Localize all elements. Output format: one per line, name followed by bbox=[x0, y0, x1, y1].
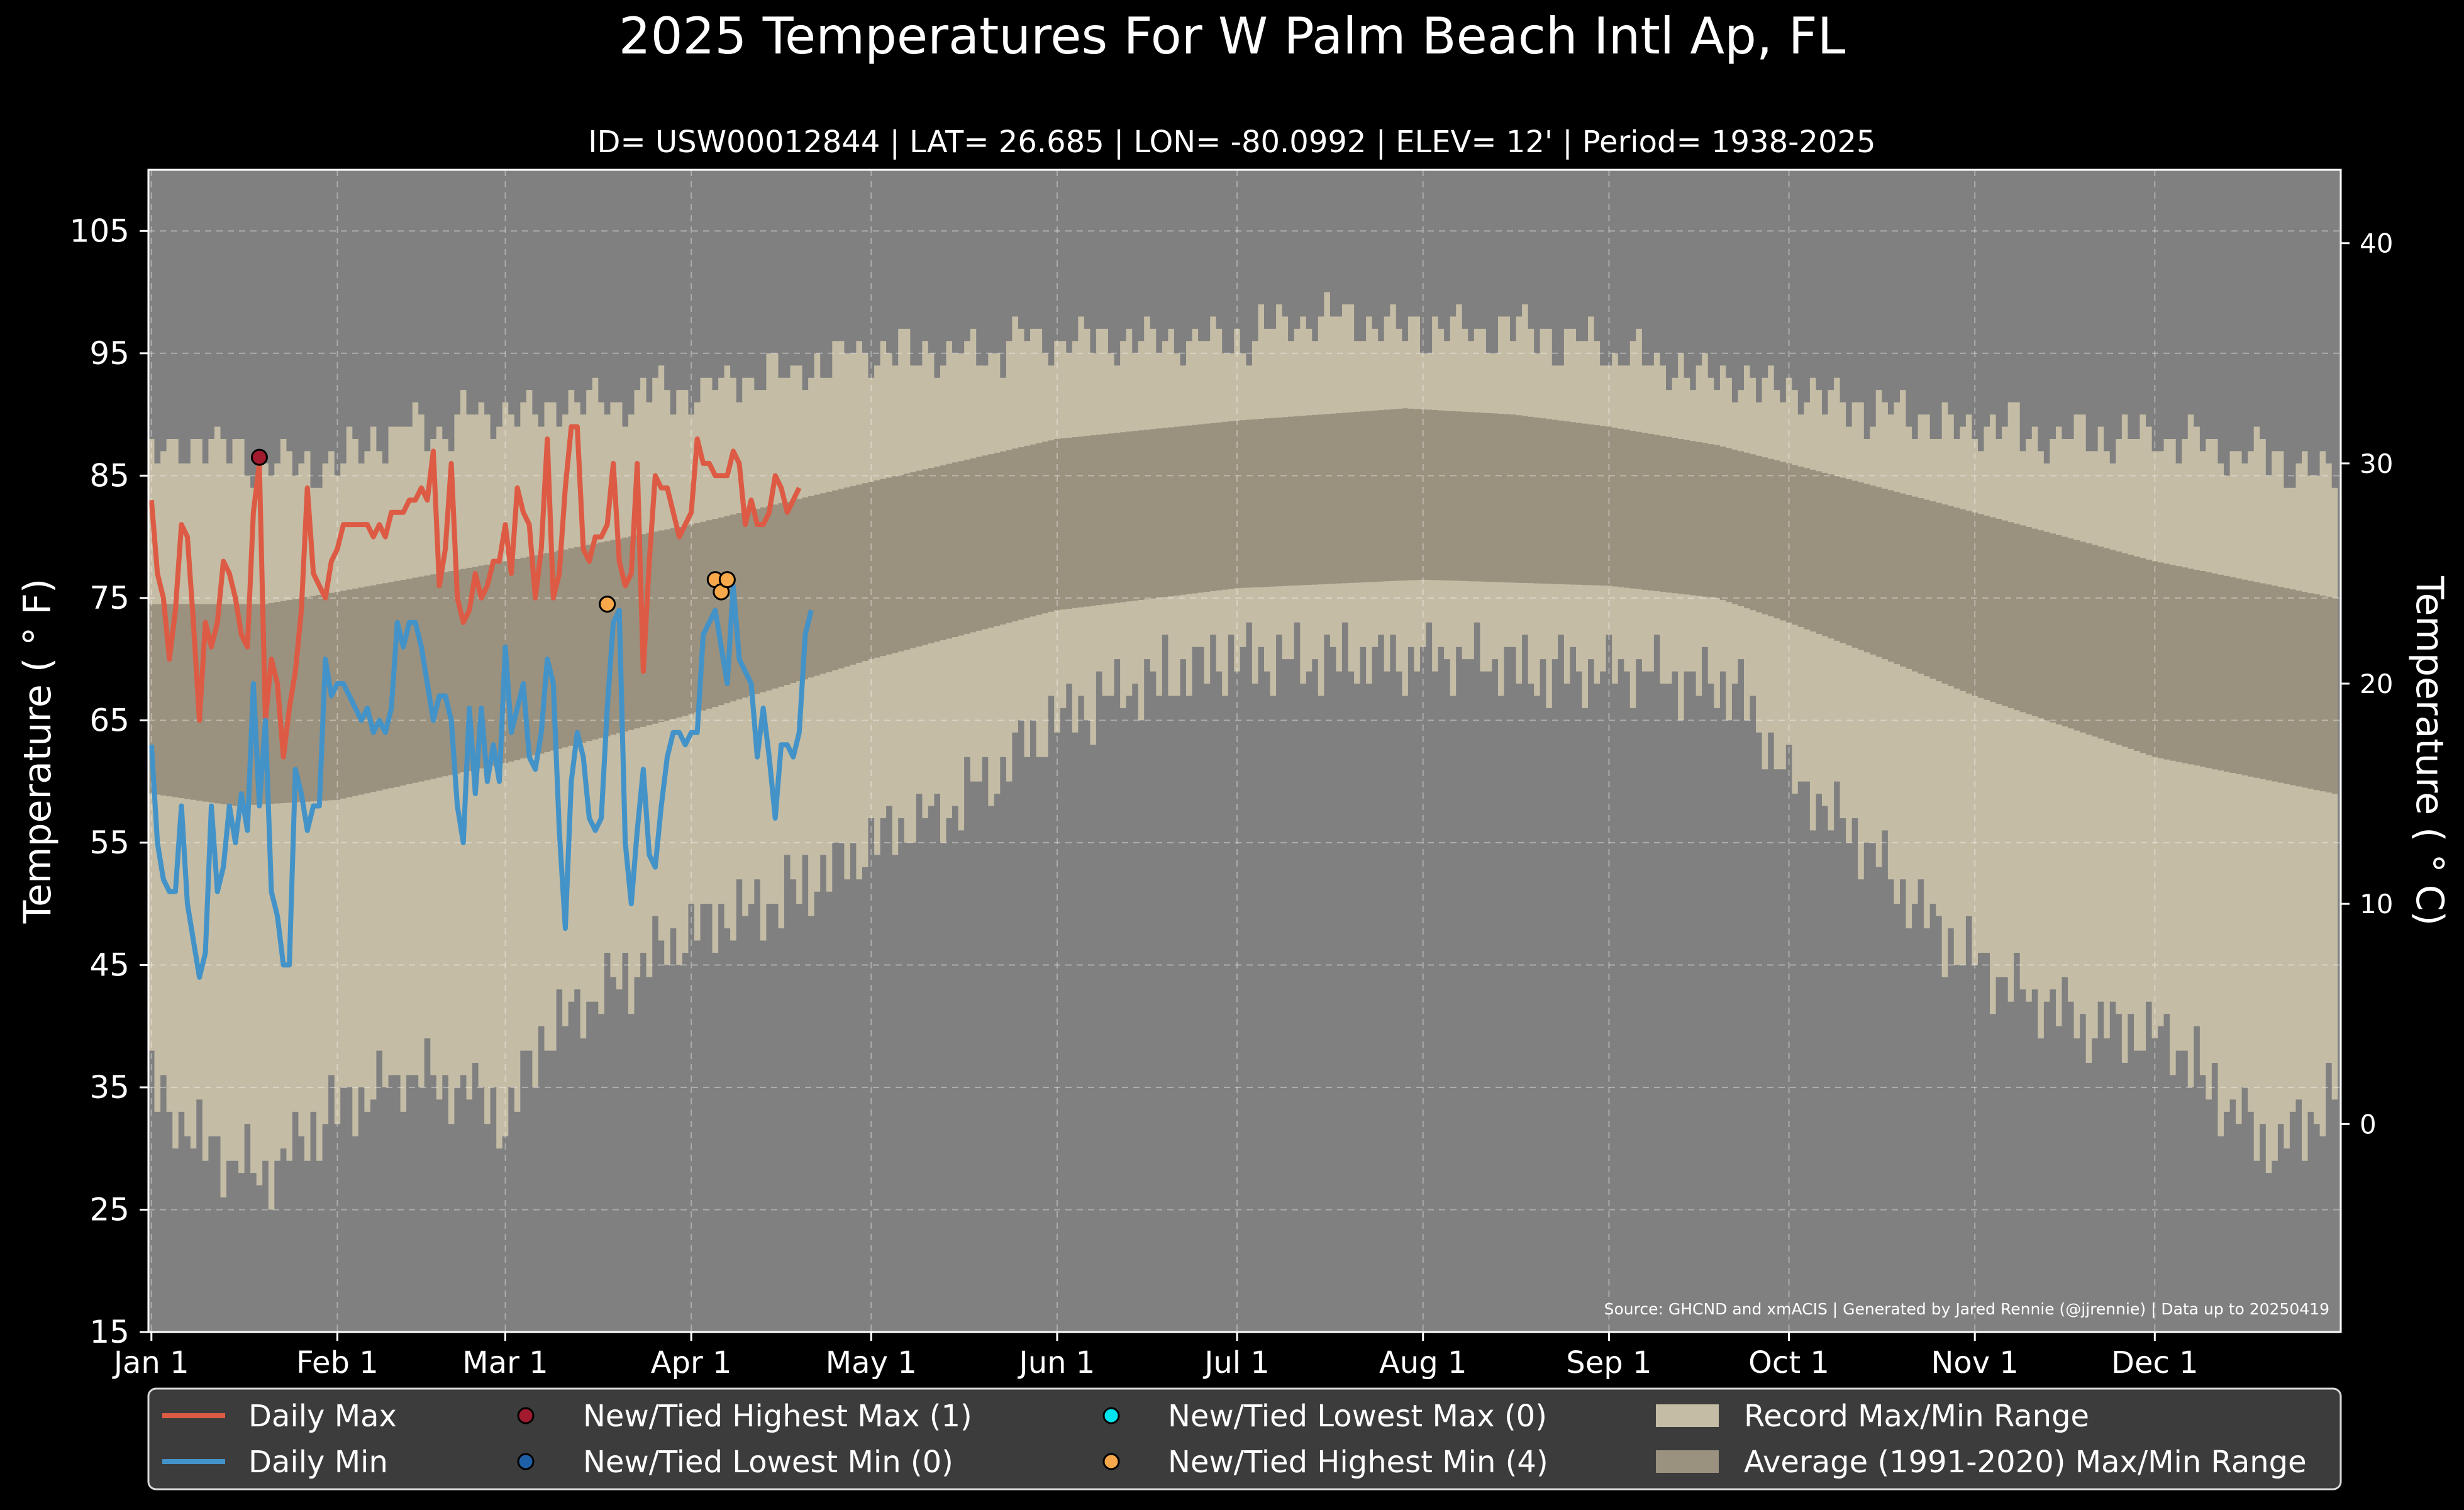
legend-record-range-label: Record Max/Min Range bbox=[1744, 1399, 2089, 1434]
y-tick-label: 15 bbox=[89, 1314, 130, 1350]
legend: Daily Max Daily Min New/Tied Highest Max… bbox=[147, 1387, 2342, 1491]
x-tick-label: May 1 bbox=[826, 1345, 917, 1380]
y-tick-label: 105 bbox=[70, 213, 130, 249]
x-tick-label: Feb 1 bbox=[296, 1345, 379, 1380]
y-right-tick-label: 0 bbox=[2360, 1109, 2377, 1140]
y-axis-right-ticks: 0 10 20 30 40 bbox=[2341, 228, 2393, 1140]
plot-area: Source: GHCND and xmACIS | Generated by … bbox=[147, 169, 2342, 1333]
legend-box bbox=[147, 1387, 2342, 1491]
chart-title: 2025 Temperatures For W Palm Beach Intl … bbox=[619, 7, 1846, 65]
legend-average-range-swatch bbox=[1656, 1450, 1719, 1473]
daily-min-line bbox=[148, 583, 814, 980]
y-tick-label: 75 bbox=[89, 580, 130, 616]
y-tick-label: 85 bbox=[89, 457, 130, 494]
legend-highest-min-label: New/Tied Highest Min (4) bbox=[1168, 1445, 1548, 1480]
legend-highest-max-swatch bbox=[517, 1407, 535, 1424]
y-tick-label: 25 bbox=[89, 1191, 130, 1228]
source-note: Source: GHCND and xmACIS | Generated by … bbox=[1604, 1300, 2329, 1318]
x-tick-label: Apr 1 bbox=[651, 1345, 732, 1380]
record-markers bbox=[250, 448, 736, 613]
x-tick-label: Jul 1 bbox=[1202, 1345, 1270, 1380]
chart-subtitle: ID= USW00012844 | LAT= 26.685 | LON= -80… bbox=[588, 125, 1875, 160]
record-marker bbox=[718, 571, 736, 589]
legend-lowest-max-swatch bbox=[1102, 1407, 1120, 1424]
y-tick-label: 35 bbox=[89, 1069, 130, 1106]
record-marker bbox=[250, 448, 268, 466]
grid-lines bbox=[148, 170, 2341, 1333]
x-tick-label: Dec 1 bbox=[2111, 1345, 2199, 1380]
legend-average-range-label: Average (1991-2020) Max/Min Range bbox=[1744, 1445, 2307, 1480]
y-tick-label: 55 bbox=[89, 824, 130, 861]
x-tick-label: Jun 1 bbox=[1018, 1345, 1096, 1380]
x-tick-label: Jan 1 bbox=[112, 1345, 189, 1380]
y-axis-label-left: Temperature ( ° F) bbox=[16, 579, 60, 924]
legend-record-range-swatch bbox=[1656, 1404, 1719, 1427]
x-tick-label: Mar 1 bbox=[462, 1345, 548, 1380]
y-tick-label: 65 bbox=[89, 702, 130, 738]
y-tick-label: 45 bbox=[89, 947, 130, 983]
average-max-min-range-band bbox=[148, 408, 2338, 806]
legend-highest-min-swatch bbox=[1102, 1453, 1120, 1470]
y-axis-left-ticks: 15 25 35 45 55 65 75 85 95 105 bbox=[70, 213, 148, 1350]
legend-lowest-max-label: New/Tied Lowest Max (0) bbox=[1168, 1399, 1547, 1434]
legend-daily-max-label: Daily Max bbox=[248, 1399, 397, 1434]
legend-highest-max-label: New/Tied Highest Max (1) bbox=[583, 1399, 972, 1434]
x-tick-label: Aug 1 bbox=[1379, 1345, 1467, 1380]
x-tick-label: Sep 1 bbox=[1566, 1345, 1651, 1380]
y-right-tick-label: 20 bbox=[2360, 669, 2393, 699]
legend-lowest-min-label: New/Tied Lowest Min (0) bbox=[583, 1445, 953, 1480]
plot-frame bbox=[147, 169, 2342, 1333]
x-tick-label: Nov 1 bbox=[1931, 1345, 2018, 1380]
x-tick-label: Oct 1 bbox=[1748, 1345, 1829, 1380]
x-axis-ticks: Jan 1 Feb 1 Mar 1 Apr 1 May 1 Jun 1 Jul 1 Aug 1… bbox=[112, 1332, 2199, 1380]
legend-daily-min-label: Daily Min bbox=[248, 1445, 388, 1480]
record-marker bbox=[599, 596, 616, 613]
y-axis-label-right: Temperature ( ° C) bbox=[2407, 575, 2451, 926]
y-right-tick-label: 10 bbox=[2360, 889, 2393, 919]
legend-lowest-min-swatch bbox=[517, 1453, 535, 1470]
y-tick-label: 95 bbox=[89, 335, 130, 372]
y-right-tick-label: 40 bbox=[2360, 228, 2393, 259]
y-right-tick-label: 30 bbox=[2360, 448, 2393, 479]
